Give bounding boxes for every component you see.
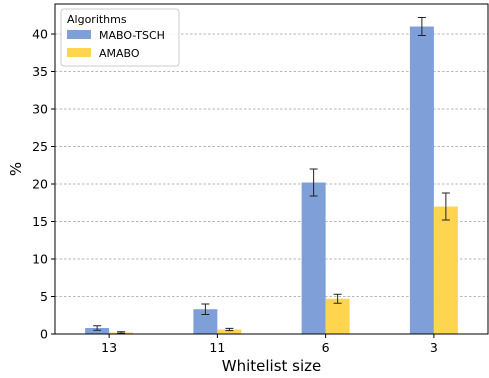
y-tick-label: 35 xyxy=(32,64,48,79)
x-tick-label: 6 xyxy=(322,340,330,355)
legend-label: MABO-TSCH xyxy=(99,29,165,42)
error-bars xyxy=(93,17,450,334)
x-tick-label: 13 xyxy=(101,340,117,355)
x-tick-label: 3 xyxy=(430,340,438,355)
x-axis-label: Whitelist size xyxy=(222,357,322,374)
plot-frame xyxy=(54,3,489,335)
bar xyxy=(325,298,350,334)
bar xyxy=(217,329,242,334)
bar xyxy=(85,328,110,334)
x-tick-label: 11 xyxy=(209,340,225,355)
y-tick-label: 5 xyxy=(40,289,48,304)
y-tick-label: 20 xyxy=(32,177,48,192)
axes: 0 5 10 15 20 25 30 35 40 13 11 6 3 xyxy=(32,3,489,355)
bars xyxy=(85,26,458,334)
grid-lines xyxy=(55,33,488,297)
y-tick-label: 0 xyxy=(40,327,48,342)
legend-swatch xyxy=(67,30,91,39)
y-tick-label: 30 xyxy=(32,102,48,117)
y-axis-label: % xyxy=(7,162,25,176)
y-tick-label: 40 xyxy=(32,27,48,42)
y-tick-label: 15 xyxy=(32,214,48,229)
legend-label: AMABO xyxy=(99,47,140,60)
bar xyxy=(433,206,458,334)
y-tick-label: 10 xyxy=(32,252,48,267)
legend-swatch xyxy=(67,48,91,57)
legend-title: Algorithms xyxy=(67,13,127,26)
y-tick-label: 25 xyxy=(32,139,48,154)
legend: Algorithms MABO-TSCH AMABO xyxy=(60,8,180,67)
bar xyxy=(409,26,434,334)
bar xyxy=(301,182,326,334)
